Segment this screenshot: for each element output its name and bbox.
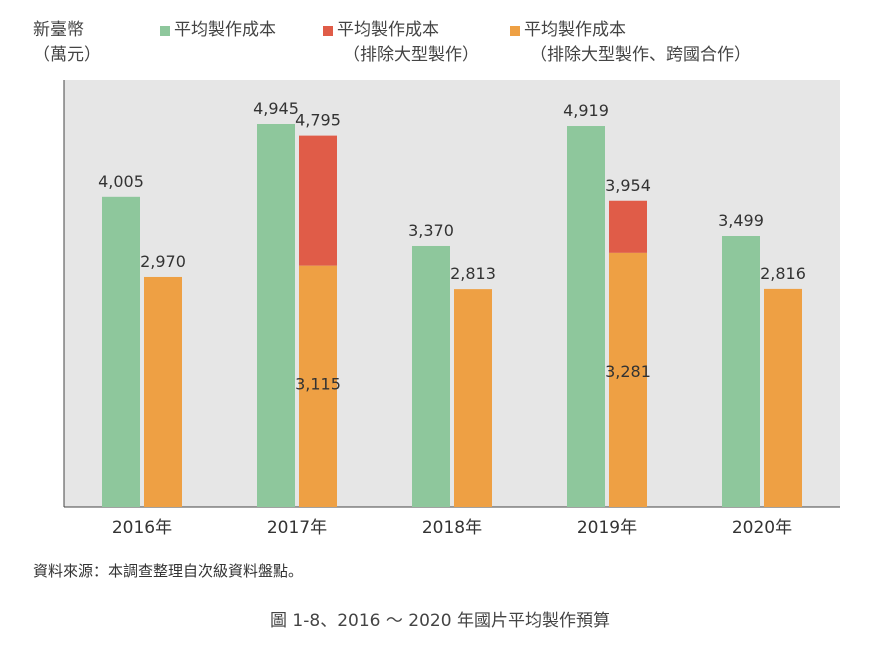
data-label-excl-large-coproduction: 2,970 [140,252,186,271]
y-axis-title-line2: （萬元） [33,45,101,65]
source-note: 資料來源：本調查整理自次級資料盤點。 [33,562,304,580]
data-label-average-cost: 4,005 [98,172,144,191]
legend-label: 平均製作成本 [524,20,626,40]
x-tick-label: 2020年 [732,518,792,538]
x-tick-label: 2019年 [577,518,637,538]
bar-excl-large [609,200,647,253]
data-label-average-cost: 4,919 [563,101,609,120]
figure-caption: 圖 1-8、2016 ～ 2020 年國片平均製作預算 [270,611,610,631]
bar-excl-large [299,135,337,266]
y-axis-title: 新臺幣 （萬元） [33,18,101,68]
data-label-excl-large-coproduction: 2,816 [760,264,806,283]
legend-sublabel: （排除大型製作、跨國合作） [530,45,751,65]
legend-swatch-red [323,26,333,36]
data-label-excl-large: 3,954 [605,176,651,195]
legend-swatch-orange [510,26,520,36]
data-label-average-cost: 3,370 [408,221,454,240]
data-label-average-cost: 4,945 [253,99,299,118]
legend-item-excl-large-coproduction: 平均製作成本 （排除大型製作、跨國合作） [510,18,751,68]
legend-sublabel: （排除大型製作） [343,45,479,65]
legend-item-excl-large: 平均製作成本 （排除大型製作） [323,18,479,68]
bar-excl-large-coproduction [299,265,337,507]
x-tick-label: 2018年 [422,518,482,538]
data-label-average-cost: 3,499 [718,211,764,230]
legend-label: 平均製作成本 [174,20,276,40]
bar-average-cost [412,245,450,507]
bar-average-cost [257,124,295,507]
bar-average-cost [102,196,140,507]
bar-average-cost [722,235,760,507]
data-label-excl-large-coproduction: 3,115 [295,375,341,394]
bar-excl-large-coproduction [764,288,802,507]
data-label-excl-large-coproduction: 3,281 [605,362,651,381]
x-tick-label: 2017年 [267,518,327,538]
x-tick-label: 2016年 [112,518,172,538]
bar-excl-large-coproduction [454,289,492,507]
plot-area [64,80,840,507]
bar-average-cost [567,126,605,508]
bar-excl-large-coproduction [144,276,182,507]
data-label-excl-large-coproduction: 2,813 [450,264,496,283]
legend-label: 平均製作成本 [337,20,439,40]
y-axis-title-line1: 新臺幣 [33,20,84,40]
data-label-excl-large: 4,795 [295,111,341,130]
legend-item-average-cost: 平均製作成本 [160,18,276,43]
legend-swatch-green [160,26,170,36]
bar-excl-large-coproduction [609,252,647,507]
